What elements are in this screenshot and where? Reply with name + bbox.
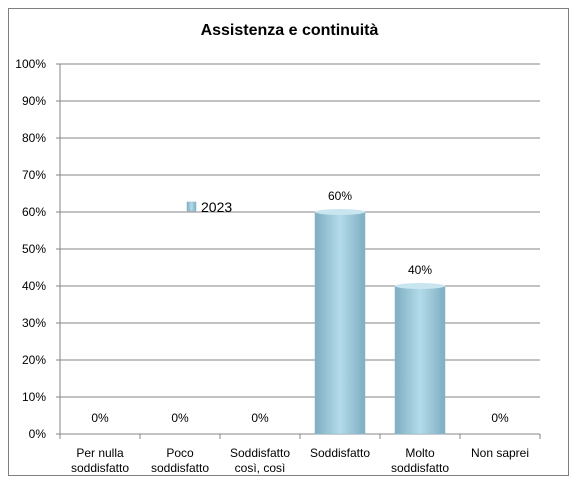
y-tick-label: 0% bbox=[29, 427, 47, 441]
y-tick-label: 70% bbox=[22, 168, 46, 182]
bar-3 bbox=[314, 211, 366, 435]
y-tick-label: 20% bbox=[22, 353, 46, 367]
x-tick-label-line: così, così bbox=[235, 461, 286, 475]
y-tick-label: 10% bbox=[22, 390, 46, 404]
x-tick-label: Soddisfatto così, così bbox=[230, 446, 290, 475]
y-tick-label: 40% bbox=[22, 279, 46, 293]
legend-swatch bbox=[186, 201, 197, 212]
chart-frame bbox=[8, 8, 569, 476]
data-labels: 0% 0% 0% 60% 40% 0% bbox=[91, 189, 509, 425]
x-tick-label: Per nulla soddisfatto bbox=[71, 446, 129, 475]
y-tick-label: 60% bbox=[22, 205, 46, 219]
bars bbox=[314, 209, 446, 435]
x-tick-label-line: Per nulla bbox=[76, 446, 124, 460]
data-label: 60% bbox=[328, 189, 352, 203]
grid-lines bbox=[56, 63, 541, 439]
x-tick-label-line: Poco bbox=[166, 446, 194, 460]
bar-top-4 bbox=[395, 283, 445, 289]
x-tick-label-line: Non saprei bbox=[471, 446, 529, 460]
y-tick-label: 90% bbox=[22, 94, 46, 108]
data-label: 0% bbox=[91, 411, 109, 425]
x-tick-label-line: Soddisfatto bbox=[310, 446, 370, 460]
x-tick-label-line: soddisfatto bbox=[391, 461, 449, 475]
legend: 2023 bbox=[186, 199, 232, 215]
y-tick-label: 50% bbox=[22, 242, 46, 256]
y-tick-label: 30% bbox=[22, 316, 46, 330]
x-tick-label-line: soddisfatto bbox=[71, 461, 129, 475]
x-tick-label-line: Molto bbox=[405, 446, 435, 460]
bar-top-3 bbox=[315, 209, 365, 215]
data-label: 0% bbox=[251, 411, 269, 425]
x-tick-label: Poco soddisfatto bbox=[151, 446, 209, 475]
y-axis-ticks: 0% 10% 20% 30% 40% 50% 60% 70% 80% 90% 100% bbox=[15, 57, 46, 441]
x-tick-label-line: Soddisfatto bbox=[230, 446, 290, 460]
x-tick-label: Soddisfatto bbox=[310, 446, 370, 460]
x-tick-label-line: soddisfatto bbox=[151, 461, 209, 475]
chart-title: Assistenza e continuità bbox=[200, 22, 379, 39]
data-label: 0% bbox=[491, 411, 509, 425]
legend-label: 2023 bbox=[201, 199, 232, 215]
bar-4 bbox=[394, 285, 446, 435]
y-tick-label: 80% bbox=[22, 131, 46, 145]
data-label: 40% bbox=[408, 263, 432, 277]
x-tick-label: Molto soddisfatto bbox=[391, 446, 449, 475]
x-tick-label: Non saprei bbox=[471, 446, 529, 460]
data-label: 0% bbox=[171, 411, 189, 425]
y-tick-label: 100% bbox=[15, 57, 46, 71]
